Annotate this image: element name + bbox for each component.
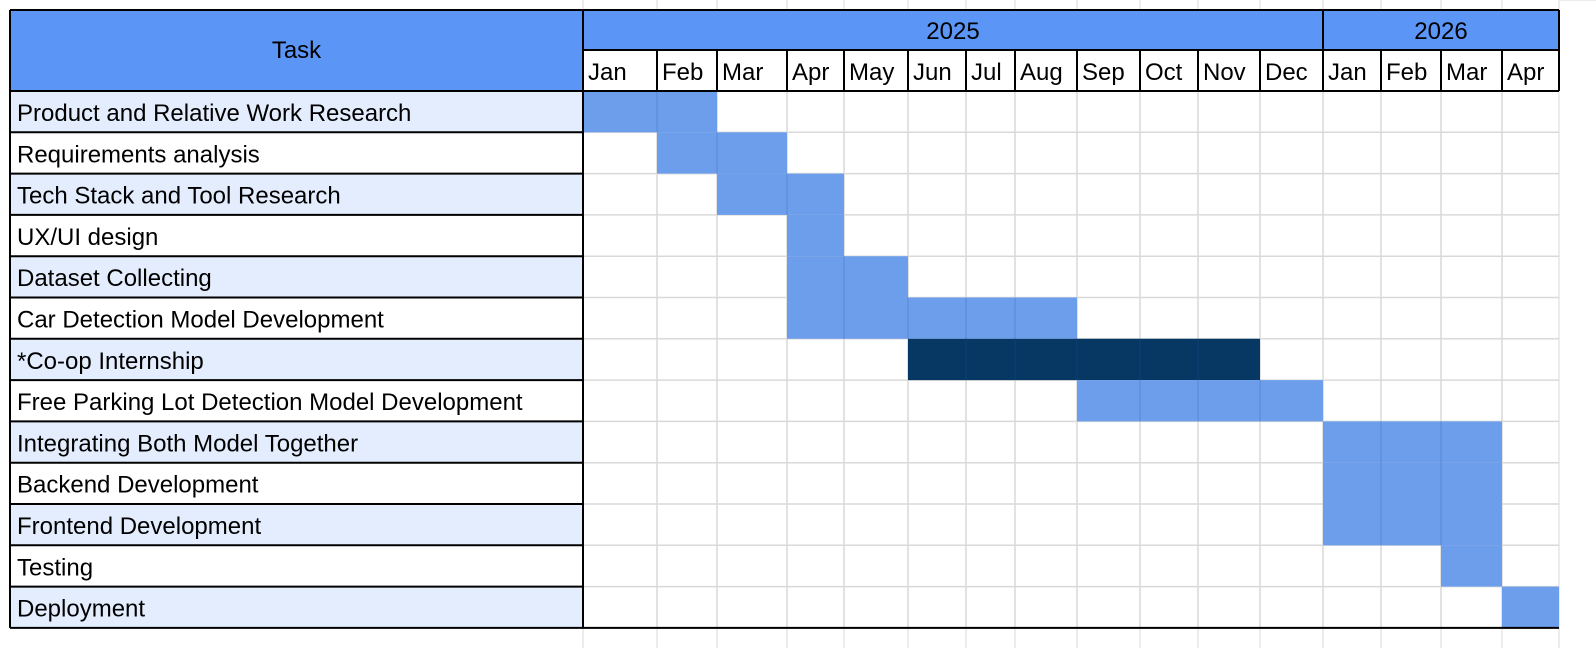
task-header-label: Task [272,37,322,64]
gantt-bar [1323,504,1502,546]
task-name: Integrating Both Model Together [17,430,358,457]
task-name: Deployment [17,596,145,623]
gantt-bar [717,173,844,215]
task-row-bg [10,586,583,628]
task-row-bg [10,462,583,504]
task-name: Testing [17,554,93,581]
gantt-bar [657,132,787,174]
year-header-row [583,10,1559,50]
task-name: Car Detection Model Development [17,307,384,334]
task-row-bg [10,338,583,381]
month-label: Mar [722,59,763,86]
month-label: Feb [1386,59,1427,86]
gantt-bar [787,214,844,257]
gantt-bar [1323,462,1502,504]
task-name: *Co-op Internship [17,348,204,375]
gantt-bar [1502,586,1559,628]
month-label: Oct [1145,59,1183,86]
month-label: Apr [1507,59,1544,86]
task-name: Free Parking Lot Detection Model Develop… [17,389,523,416]
month-label: Mar [1446,59,1487,86]
task-name: UX/UI design [17,224,158,251]
month-label: Feb [662,59,703,86]
month-label: Jul [971,59,1002,86]
gantt-bar [1077,380,1323,422]
year-label: 2025 [926,18,979,45]
gantt-bar [787,297,1077,339]
month-label: Apr [792,59,829,86]
month-label: Jan [588,59,627,86]
gantt-bar [583,91,717,133]
task-row-bg [10,545,583,587]
task-row-bg [10,504,583,546]
month-label: Jun [913,59,952,86]
task-name: Frontend Development [17,513,261,540]
task-row-bg [10,173,583,215]
task-name: Backend Development [17,472,259,499]
gantt-bar [787,256,908,298]
month-label: Aug [1020,59,1063,86]
month-label: Dec [1265,59,1308,86]
task-row-bg [10,91,583,133]
gantt-bar [1323,421,1502,463]
task-row-bg [10,214,583,257]
month-label: Jan [1328,59,1367,86]
task-row-bg [10,297,583,339]
task-row-bg [10,380,583,422]
task-row-bg [10,132,583,174]
task-name: Tech Stack and Tool Research [17,183,341,210]
task-header-cell [10,10,583,91]
year-label: 2026 [1414,18,1467,45]
task-row-bg [10,256,583,298]
task-name: Requirements analysis [17,141,260,168]
task-name: Product and Relative Work Research [17,100,411,127]
month-label: May [849,59,894,86]
gantt-bar [1441,545,1502,587]
gantt-bar [908,338,1260,381]
month-label: Nov [1203,59,1246,86]
month-label: Sep [1082,59,1125,86]
task-row-bg [10,421,583,463]
task-name: Dataset Collecting [17,265,212,292]
